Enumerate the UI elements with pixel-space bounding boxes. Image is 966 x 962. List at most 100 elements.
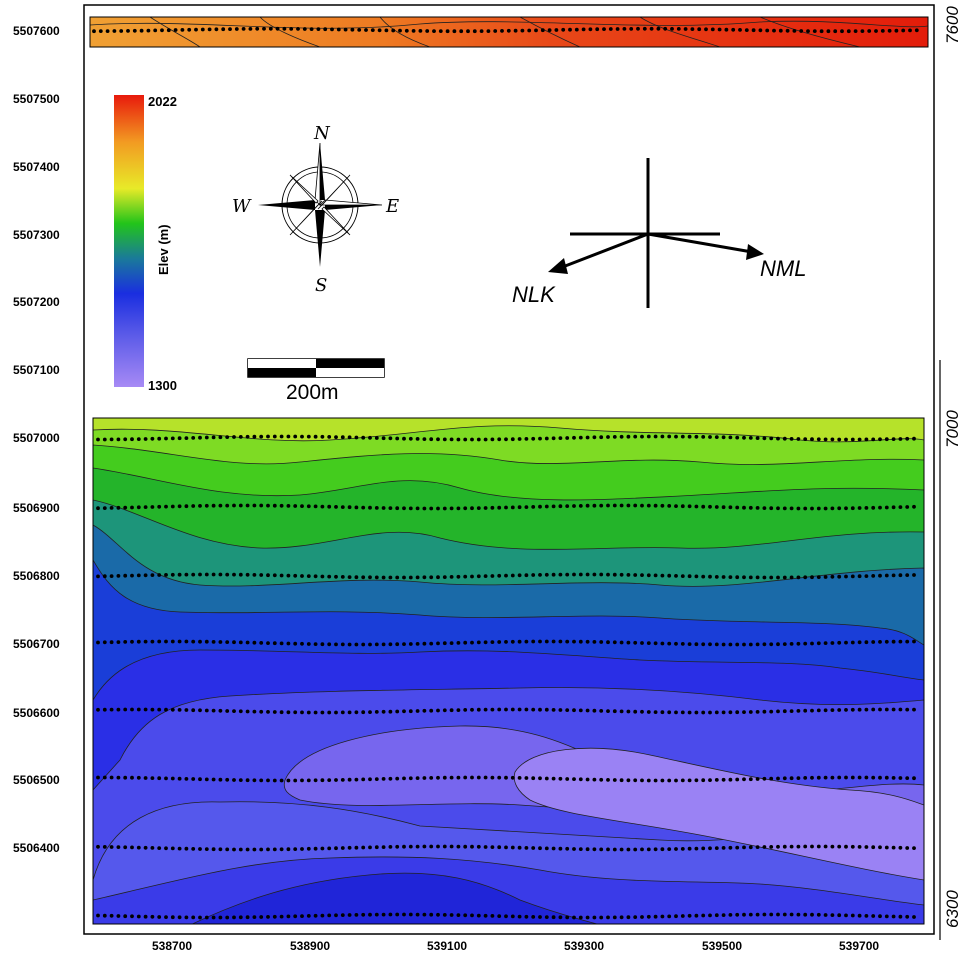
station-dot: [748, 777, 753, 782]
station-dot: [901, 28, 906, 33]
station-dot: [463, 844, 468, 849]
station-dot: [191, 436, 196, 440]
station-dot: [313, 710, 318, 715]
station-dot: [792, 29, 797, 33]
station-dot: [177, 915, 182, 920]
station-dot: [803, 575, 808, 580]
station-dot: [166, 28, 171, 33]
station-dot: [266, 641, 270, 645]
station-dot: [646, 503, 651, 508]
station-dot: [184, 915, 189, 920]
station-dot: [262, 26, 266, 31]
station-dot: [170, 504, 175, 509]
station-dot: [136, 437, 141, 441]
station-dot: [408, 506, 413, 511]
station-dot: [336, 27, 341, 32]
station-dot: [776, 506, 780, 511]
station-dot: [320, 504, 325, 509]
station-dot: [238, 847, 243, 852]
station-dot: [429, 506, 434, 511]
station-dot: [497, 914, 502, 918]
station-dot: [891, 573, 896, 578]
station-dot: [762, 912, 767, 917]
station-dot: [504, 845, 508, 850]
station-dot: [184, 639, 189, 644]
station-dot: [782, 506, 787, 511]
station-dot: [558, 504, 563, 509]
station-dot: [606, 503, 610, 508]
station-dot: [517, 505, 522, 510]
station-dot: [816, 775, 821, 780]
station-dot: [626, 847, 631, 852]
station-dot: [796, 844, 801, 849]
station-dot: [130, 707, 134, 712]
station-dot: [340, 913, 345, 917]
station-dot: [296, 27, 300, 31]
station-dot: [538, 846, 542, 851]
station-dot: [871, 845, 876, 850]
station-dot: [585, 915, 590, 920]
station-dot: [116, 574, 121, 578]
station-dot: [905, 573, 910, 577]
station-dot: [157, 776, 162, 781]
station-dot: [799, 29, 804, 33]
station-dot: [252, 434, 257, 439]
station-dot: [164, 776, 168, 781]
station-dot: [225, 572, 230, 577]
station-dot: [381, 709, 386, 714]
station-dot: [891, 845, 896, 850]
station-dot: [803, 708, 808, 713]
station-dot: [96, 437, 100, 442]
station-dot: [300, 504, 304, 508]
station-dot: [442, 844, 447, 849]
station-dot: [456, 437, 461, 442]
station-dot: [762, 776, 767, 781]
station-dot: [534, 28, 538, 33]
station-dot: [184, 708, 189, 712]
station-dot: [143, 505, 148, 509]
station-dot: [357, 28, 362, 32]
station-dot: [748, 912, 753, 917]
station-dot: [578, 639, 583, 644]
station-dot: [850, 913, 855, 918]
station-dot: [442, 437, 447, 442]
station-dot: [878, 573, 882, 578]
station-dot: [776, 709, 780, 714]
station-dot: [102, 845, 107, 849]
station-dot: [789, 506, 794, 511]
station-dot: [483, 913, 488, 918]
station-dot: [819, 29, 824, 34]
station-dot: [572, 777, 576, 781]
station-dot: [837, 708, 842, 712]
station-dot: [164, 707, 168, 712]
station-dot: [327, 435, 332, 439]
station-dot: [871, 574, 876, 578]
station-dot: [531, 776, 536, 781]
station-dot: [476, 574, 481, 579]
station-dot: [510, 707, 515, 712]
compass-east-label: E: [385, 196, 399, 217]
station-dot: [293, 778, 298, 783]
station-dot: [742, 710, 746, 714]
station-dot: [361, 642, 366, 647]
station-dot: [368, 505, 372, 510]
station-dot: [653, 710, 658, 714]
station-dot: [646, 914, 651, 919]
station-dot: [395, 642, 400, 647]
station-dot: [476, 640, 481, 645]
compass-rose: N S E W: [232, 123, 399, 296]
station-dot: [164, 915, 168, 919]
station-dot: [833, 29, 838, 34]
station-dot: [402, 709, 406, 714]
station-dot: [252, 573, 257, 577]
station-dot: [755, 506, 760, 510]
station-dot: [476, 506, 481, 510]
station-dot: [758, 28, 763, 33]
station-dot: [232, 915, 236, 920]
station-dot: [232, 709, 236, 713]
station-dot: [887, 28, 892, 33]
station-dot: [710, 27, 715, 32]
station-dot: [905, 639, 910, 644]
station-dot: [238, 915, 243, 920]
